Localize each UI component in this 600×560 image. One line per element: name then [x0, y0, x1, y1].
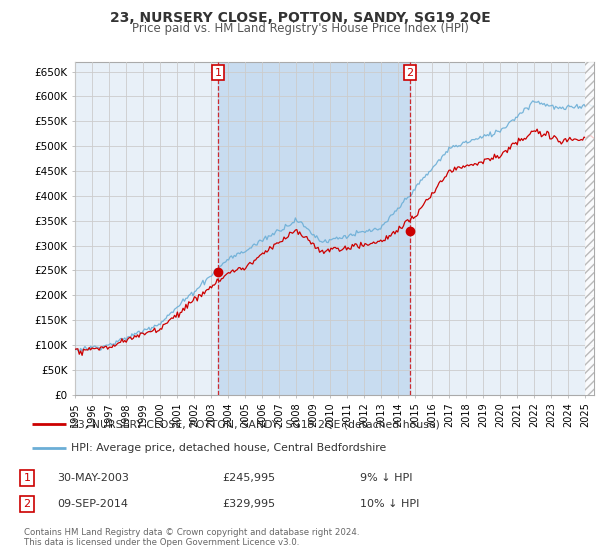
Text: 10% ↓ HPI: 10% ↓ HPI — [360, 499, 419, 509]
Text: 2: 2 — [23, 499, 31, 509]
Text: 1: 1 — [215, 68, 221, 77]
Text: HPI: Average price, detached house, Central Bedfordshire: HPI: Average price, detached house, Cent… — [71, 443, 386, 453]
Text: 30-MAY-2003: 30-MAY-2003 — [57, 473, 129, 483]
Text: 23, NURSERY CLOSE, POTTON, SANDY, SG19 2QE: 23, NURSERY CLOSE, POTTON, SANDY, SG19 2… — [110, 11, 490, 25]
Text: £245,995: £245,995 — [222, 473, 275, 483]
Text: 9% ↓ HPI: 9% ↓ HPI — [360, 473, 413, 483]
Bar — [218, 62, 410, 395]
Text: Contains HM Land Registry data © Crown copyright and database right 2024.
This d: Contains HM Land Registry data © Crown c… — [24, 528, 359, 547]
Bar — [586, 62, 594, 395]
Text: 23, NURSERY CLOSE, POTTON, SANDY, SG19 2QE (detached house): 23, NURSERY CLOSE, POTTON, SANDY, SG19 2… — [71, 419, 440, 430]
Text: £329,995: £329,995 — [222, 499, 275, 509]
Text: 1: 1 — [23, 473, 31, 483]
Text: 2: 2 — [406, 68, 413, 77]
Text: 09-SEP-2014: 09-SEP-2014 — [57, 499, 128, 509]
Text: Price paid vs. HM Land Registry's House Price Index (HPI): Price paid vs. HM Land Registry's House … — [131, 22, 469, 35]
